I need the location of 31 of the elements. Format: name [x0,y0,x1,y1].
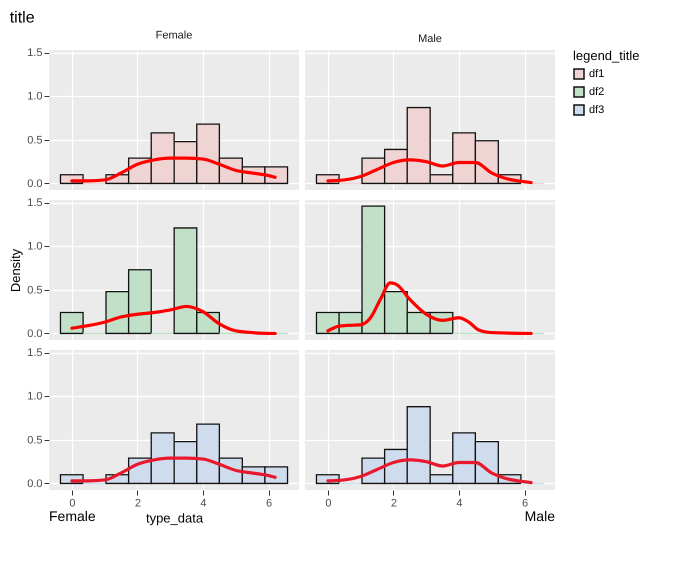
legend-label: df1 [589,68,604,80]
legend-title: legend_title [573,48,640,63]
y-tick-label: 0.5 [27,434,42,446]
legend-label: df2 [589,86,604,98]
x-tick-label: 0 [69,498,76,510]
chart-subtitle: Male [418,33,442,45]
chart-title: title [10,10,35,27]
y-tick-label: 1.0 [27,390,42,403]
y-tick-label: 1.0 [27,240,42,253]
y-tick-label: 1.5 [27,347,42,360]
y-tick-label: 0.0 [27,478,42,490]
x-tick-label: 4 [456,498,463,510]
x-tick-label: 2 [134,498,142,510]
x-tick-label: 6 [522,498,528,510]
y-tick-label: 0.5 [27,134,42,146]
y-tick-label: 0.5 [27,284,42,296]
text: Female [49,508,96,524]
chart-subtitle: Female [156,30,192,42]
y-tick-label: 0.0 [27,178,42,190]
legend-label: df3 [589,104,604,116]
y-tick-label: 1.0 [27,90,42,103]
y-tick-label: 0.0 [27,328,42,340]
x-tick-label: 2 [390,498,398,510]
x-tick-label: 0 [325,498,332,510]
y-tick-label: 1.5 [27,197,42,210]
x-tick-label: 6 [266,498,272,510]
x-tick-label: 4 [200,498,207,510]
y-axis-title: Density [8,248,24,292]
text: Male [524,508,556,524]
x-axis-title: type_data [146,510,204,526]
y-tick-label: 1.5 [27,47,42,60]
